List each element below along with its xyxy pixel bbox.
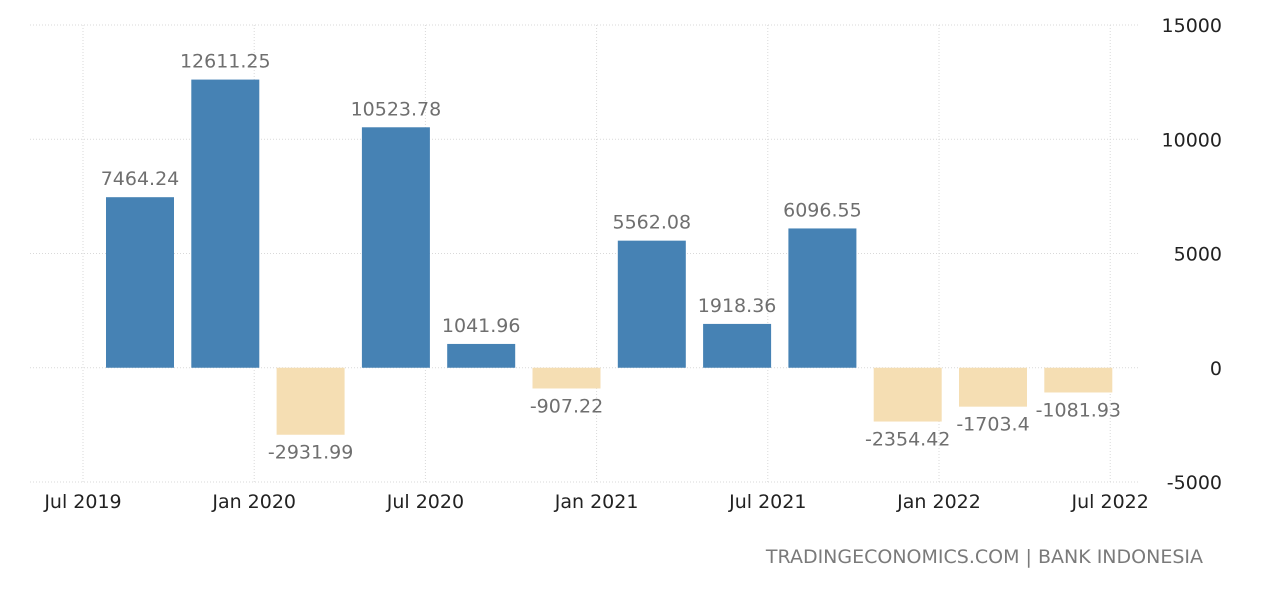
source-label: TRADINGECONOMICS.COM | BANK INDONESIA: [765, 546, 1203, 568]
x-tick-label: Jul 2021: [728, 491, 806, 513]
bar[interactable]: [447, 343, 516, 368]
x-axis: Jul 2019 Jan 2020 Jul 2020 Jan 2021 Jul 2021…: [43, 491, 1149, 513]
data-label: -2931.99: [268, 442, 353, 464]
data-label: 1041.96: [442, 315, 521, 337]
x-tick-label: Jan 2021: [554, 491, 639, 513]
bar[interactable]: [532, 367, 601, 389]
bar[interactable]: [191, 79, 260, 368]
data-label-layer: 7464.24 12611.25 -2931.99 10523.78 1041.96 -9…: [101, 51, 1121, 464]
x-tick-label: Jul 2020: [386, 491, 464, 513]
bar[interactable]: [617, 240, 686, 368]
y-axis: 15000 10000 5000 0 -5000: [1162, 15, 1222, 494]
data-label: -2354.42: [865, 429, 950, 451]
x-tick-label: Jul 2022: [1071, 491, 1149, 513]
bar[interactable]: [703, 323, 772, 368]
data-label: 10523.78: [351, 98, 442, 120]
bar[interactable]: [873, 367, 942, 422]
data-label: 5562.08: [613, 212, 692, 234]
data-label: 7464.24: [101, 168, 180, 190]
data-label: -1081.93: [1036, 399, 1121, 421]
y-tick-label: 0: [1210, 358, 1222, 380]
data-label: 1918.36: [698, 295, 777, 317]
bar[interactable]: [361, 127, 430, 368]
bar[interactable]: [276, 367, 345, 435]
data-label: 6096.55: [783, 199, 862, 221]
data-label: -1703.4: [956, 414, 1029, 436]
bar[interactable]: [959, 367, 1027, 407]
x-tick-label: Jan 2022: [896, 491, 981, 513]
x-tick-label: Jul 2019: [43, 491, 121, 513]
bar[interactable]: [106, 197, 174, 368]
y-tick-label: 15000: [1162, 15, 1222, 37]
y-tick-label: -5000: [1167, 472, 1222, 494]
bar[interactable]: [788, 228, 857, 368]
x-tick-label: Jan 2020: [211, 491, 296, 513]
data-label: -907.22: [530, 395, 603, 417]
bar[interactable]: [1044, 367, 1113, 393]
y-tick-label: 10000: [1162, 129, 1222, 151]
data-label: 12611.25: [180, 51, 271, 73]
y-tick-label: 5000: [1174, 244, 1222, 266]
bar-layer: [106, 79, 1113, 435]
